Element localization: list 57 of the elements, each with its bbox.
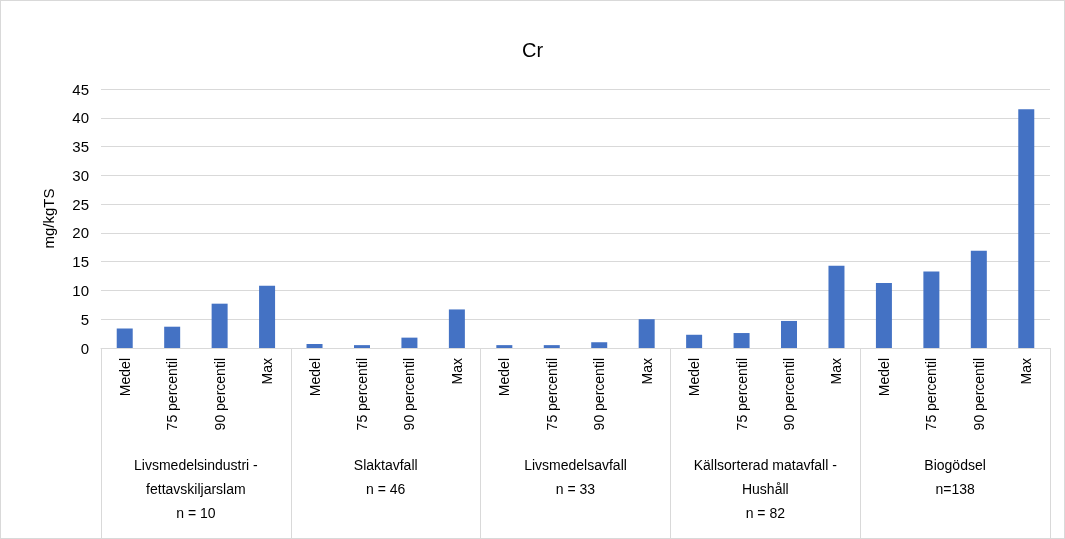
- x-tick-label: Medel: [306, 358, 323, 397]
- y-tick-label: 0: [80, 339, 89, 357]
- y-tick-label: 45: [72, 80, 89, 98]
- x-tick-label: 75 percentil: [733, 358, 750, 431]
- bar: [448, 309, 465, 348]
- bar: [686, 334, 703, 348]
- bar: [353, 345, 370, 348]
- x-tick-label: Medel: [875, 358, 892, 397]
- x-tick-label: Max: [638, 358, 655, 385]
- bar: [828, 265, 845, 348]
- y-tick-label: 20: [72, 224, 89, 242]
- x-tick-label: Medel: [496, 358, 513, 397]
- x-tick-label: 75 percentil: [543, 358, 560, 431]
- bar: [259, 285, 276, 348]
- x-tick-label: 75 percentil: [923, 358, 940, 431]
- bar: [781, 320, 798, 348]
- bar: [875, 282, 892, 348]
- chart-title: Cr: [521, 39, 544, 61]
- x-tick-label: 90 percentil: [211, 358, 228, 431]
- bar: [970, 250, 987, 348]
- text: Slaktavfall n = 46: [353, 457, 418, 497]
- y-tick-label: 5: [80, 310, 89, 328]
- bar: [591, 342, 608, 348]
- x-tick-label: Medel: [116, 358, 133, 397]
- x-tick-label: 90 percentil: [401, 358, 418, 431]
- x-tick-label: Max: [259, 358, 276, 385]
- x-tick-label: 90 percentil: [970, 358, 987, 431]
- text: Livsmedelsavfall n = 33: [524, 457, 627, 497]
- bar: [923, 271, 940, 348]
- x-tick-label: Medel: [686, 358, 703, 397]
- bar: [733, 333, 750, 348]
- x-tick-label: 90 percentil: [591, 358, 608, 431]
- bar: [116, 328, 133, 348]
- x-tick-label: 75 percentil: [353, 358, 370, 431]
- bar: [164, 326, 181, 348]
- bar: [543, 345, 560, 348]
- text: Livsmedelsindustri - fettavskiljarslam n = 10: [134, 457, 259, 521]
- x-tick-label: Max: [828, 358, 845, 385]
- y-tick-label: 15: [72, 253, 89, 271]
- bar: [306, 343, 323, 348]
- y-tick-label: 35: [72, 138, 89, 156]
- y-tick-label: 10: [72, 281, 89, 299]
- x-tick-label: Max: [1018, 358, 1035, 385]
- x-tick-label: Max: [448, 358, 465, 385]
- y-tick-label: 40: [72, 109, 89, 127]
- y-tick-label: 30: [72, 166, 89, 184]
- text: Källsorterad matavfall - Hushåll n = 82: [693, 457, 838, 521]
- x-tick-label: 90 percentil: [781, 358, 798, 431]
- text: Biogödsel n=138: [924, 457, 986, 497]
- bar: [638, 319, 655, 348]
- bar: [401, 337, 418, 348]
- y-tick-label: 25: [72, 195, 89, 213]
- x-tick-label: 75 percentil: [164, 358, 181, 431]
- bar: [496, 345, 513, 348]
- y-axis-title: mg/kgTS: [40, 188, 57, 249]
- bar: [211, 303, 228, 348]
- bar: [1018, 109, 1035, 348]
